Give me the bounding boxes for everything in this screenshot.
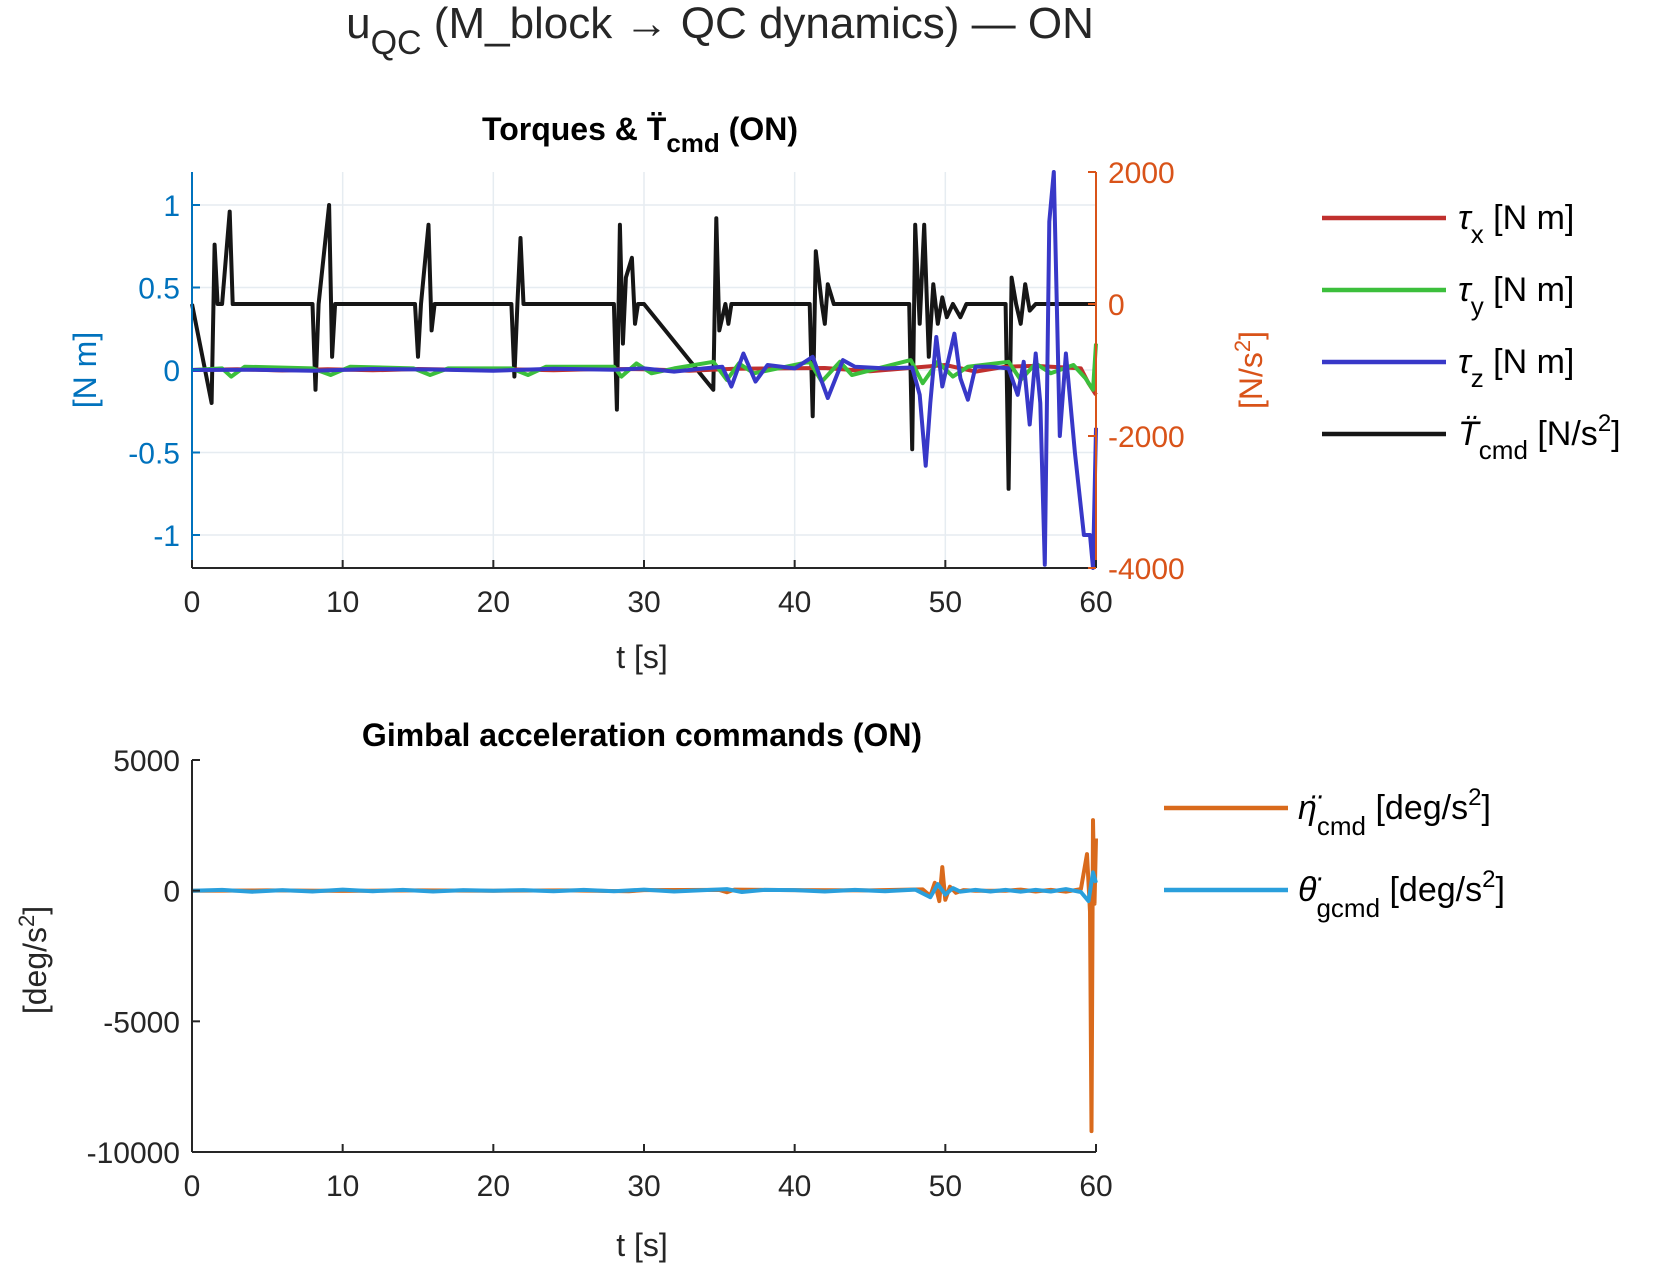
- torques-chart-title: Torques & T̈cmd (ON): [482, 111, 798, 158]
- y-tick-label: 5000: [113, 745, 180, 778]
- gimbal-x-ticks: 0 10 20 30 40 50 60: [184, 1144, 1113, 1203]
- torques-x-ticks: 0 10 20 30 40 50 60: [184, 560, 1113, 619]
- y-tick-label-left: 0: [163, 355, 180, 388]
- x-tick-label: 10: [326, 1170, 359, 1203]
- series-line-T_ddot_cmd: [190, 203, 1096, 491]
- x-tick-label: 50: [929, 586, 962, 619]
- x-tick-label: 60: [1079, 586, 1112, 619]
- y-tick-label-left: 1: [163, 190, 180, 223]
- gimbal-y-ticks: 5000 0 -5000 -10000: [87, 745, 200, 1170]
- gimbal-legend: η̈cmd [deg/s2] θ̈gcmd [deg/s2]: [1164, 784, 1505, 923]
- gimbal-series: [191, 818, 1098, 1134]
- series-line-tau_z: [191, 170, 1098, 570]
- gimbal-axes: [191, 760, 1096, 1153]
- gimbal-chart-title: Gimbal acceleration commands (ON): [362, 717, 922, 753]
- y-tick-label: -5000: [103, 1006, 180, 1039]
- y-tick-label-right: -4000: [1108, 553, 1185, 586]
- x-tick-label: 60: [1079, 1170, 1112, 1203]
- y-tick-label: 0: [163, 876, 180, 909]
- gimbal-chart: Gimbal acceleration commands (ON) 0 10 20 3…: [14, 717, 1505, 1263]
- y-tick-label-left: 0.5: [138, 273, 180, 306]
- legend-entry: θ̈gcmd [deg/s2]: [1298, 866, 1505, 923]
- x-tick-label: 40: [778, 586, 811, 619]
- x-tick-label: 20: [477, 1170, 510, 1203]
- legend-entry: τz [N m]: [1458, 343, 1574, 393]
- x-tick-label: 0: [184, 586, 201, 619]
- series-line-eta_ddot_cmd: [191, 818, 1098, 1134]
- y-tick-label: -10000: [87, 1137, 180, 1170]
- figure-title: uQC (M_block → QC dynamics) — ON: [346, 0, 1094, 62]
- torques-y-label-right: [N/s2]: [1230, 331, 1269, 409]
- x-tick-label: 50: [929, 1170, 962, 1203]
- torques-x-label: t [s]: [616, 639, 668, 675]
- legend-entry: τy [N m]: [1458, 271, 1574, 321]
- y-tick-label-right: 2000: [1108, 157, 1175, 190]
- x-tick-label: 0: [184, 1170, 201, 1203]
- x-tick-label: 30: [627, 1170, 660, 1203]
- gimbal-y-label: [deg/s2]: [14, 906, 53, 1014]
- x-tick-label: 30: [627, 586, 660, 619]
- torques-chart: Torques & T̈cmd (ON) 0 10 20 30 40 50 60 1 0.5 0…: [67, 111, 1621, 675]
- torques-y-ticks-right: 2000 0 -2000 -4000: [1088, 157, 1185, 586]
- gimbal-x-label: t [s]: [616, 1227, 668, 1263]
- x-tick-label: 40: [778, 1170, 811, 1203]
- x-tick-label: 10: [326, 586, 359, 619]
- torques-legend: τx [N m] τy [N m] τz [N m] T̈cmd [N/s2]: [1322, 199, 1621, 465]
- legend-entry: τx [N m]: [1458, 199, 1574, 249]
- y-tick-label-left: -0.5: [128, 438, 180, 471]
- series-line-theta_ddot_gcmd: [191, 870, 1098, 904]
- legend-entry: T̈cmd [N/s2]: [1458, 410, 1621, 465]
- y-tick-label-left: -1: [153, 520, 180, 553]
- x-tick-label: 20: [477, 586, 510, 619]
- y-tick-label-right: 0: [1108, 289, 1125, 322]
- y-tick-label-right: -2000: [1108, 421, 1185, 454]
- torques-y-ticks-left: 1 0.5 0 -0.5 -1: [128, 190, 200, 553]
- legend-entry: η̈cmd [deg/s2]: [1298, 784, 1491, 841]
- torques-series: [190, 170, 1098, 570]
- torques-y-label-left: [N m]: [67, 332, 103, 408]
